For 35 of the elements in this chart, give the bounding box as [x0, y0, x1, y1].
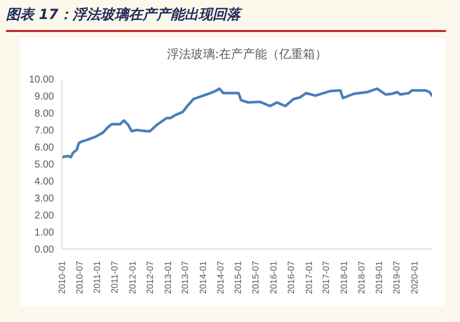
x-tick-label: 2015-01: [233, 261, 244, 294]
x-tick-label: 2020-01: [409, 261, 420, 294]
x-tick-label: 2013-07: [180, 261, 190, 294]
x-tick-label: 2016-01: [268, 261, 278, 294]
y-tick-label: 8.00: [34, 108, 54, 120]
x-tick-label: 2013-01: [162, 261, 173, 294]
y-tick-label: 1.00: [34, 228, 54, 239]
y-tick-label: 10.00: [28, 74, 54, 86]
x-tick-label: 2011-01: [92, 261, 102, 294]
y-tick-label: 4.00: [34, 176, 54, 188]
x-tick-label: 2012-07: [145, 261, 156, 294]
x-tick-label: 2010-07: [74, 261, 84, 294]
y-tick-label: 5.00: [34, 160, 54, 171]
y-tick-label: 0.00: [34, 244, 54, 256]
x-tick-label: 2017-07: [321, 261, 332, 294]
x-tick-label: 2016-07: [286, 261, 296, 294]
x-tick-label: 2014-07: [215, 261, 226, 294]
y-tick-label: 6.00: [34, 142, 54, 154]
y-tick-label: 9.00: [34, 92, 54, 103]
y-tick-label: 7.00: [34, 126, 54, 137]
x-tick-label: 2019-01: [374, 261, 384, 294]
chart-subtitle: 浮法玻璃:在产产能（亿重箱）: [166, 46, 328, 63]
x-tick-label: 2019-07: [392, 261, 402, 294]
x-tick-label: 2018-01: [338, 261, 349, 294]
y-tick-label: 2.00: [34, 210, 54, 222]
chart-title: 图表 17：浮法玻璃在产产能出现回落: [6, 6, 240, 24]
x-tick-label: 2015-07: [250, 261, 261, 294]
line-series: [62, 87, 432, 158]
x-tick-label: 2018-07: [356, 261, 366, 294]
x-tick-label: 2010-01: [57, 261, 67, 294]
x-tick-label: 2012-01: [127, 261, 138, 294]
y-tick-label: 3.00: [34, 194, 54, 205]
x-tick-label: 2014-01: [198, 261, 208, 294]
x-tick-label: 2017-01: [304, 261, 314, 294]
x-tick-label: 2011-07: [110, 261, 120, 294]
